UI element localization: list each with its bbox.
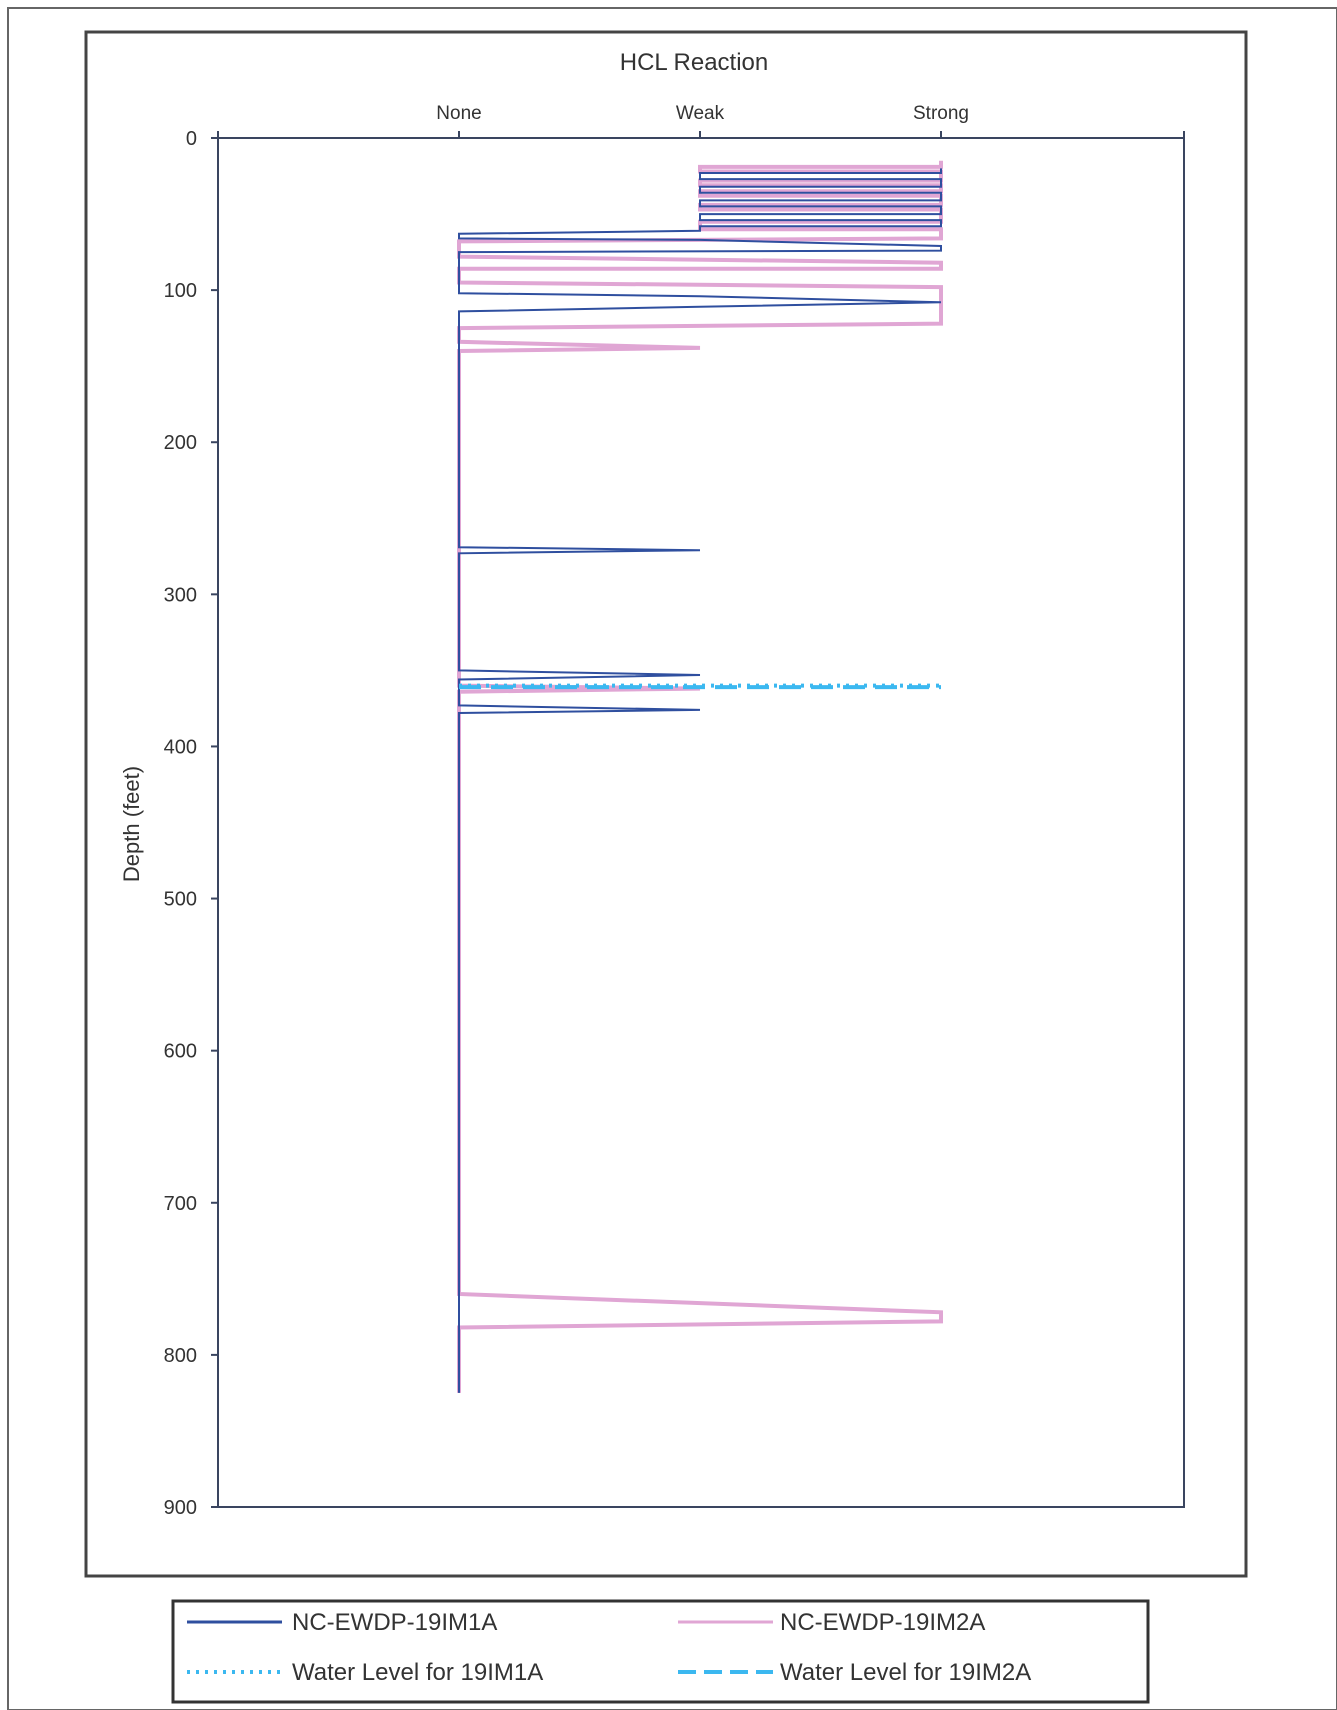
- y-axis-tick-label: 700: [164, 1193, 197, 1215]
- y-axis-tick-label: 600: [164, 1041, 197, 1063]
- y-axis-tick-label: 0: [186, 128, 197, 150]
- y-axis-tick-label: 500: [164, 889, 197, 911]
- legend-label: Water Level for 19IM1A: [292, 1659, 543, 1686]
- y-axis-tick-label: 300: [164, 584, 197, 606]
- y-axis-title: Depth (feet): [119, 766, 144, 882]
- series-line-nc-ewdp-19im1a: [458, 168, 942, 1393]
- y-axis-tick-label: 900: [164, 1497, 197, 1519]
- chart-frame: [84, 30, 1248, 1578]
- outer-border: [7, 7, 1337, 1710]
- y-axis-tick-label: 100: [164, 280, 197, 302]
- y-axis-tick-label: 800: [164, 1345, 197, 1367]
- legend-label: NC-EWDP-19IM1A: [292, 1609, 497, 1636]
- legend-box: [171, 1599, 1150, 1704]
- legend-label: Water Level for 19IM2A: [780, 1659, 1031, 1686]
- chart-title: HCL Reaction: [620, 49, 769, 76]
- legend-label: NC-EWDP-19IM2A: [780, 1609, 985, 1636]
- plot-layer: None Weak Strong 0 100 200 300 400 500 600 700 800 9…: [164, 103, 1185, 1519]
- x-axis-category-label: Weak: [676, 103, 725, 124]
- y-axis-tick-label: 400: [164, 736, 197, 758]
- x-axis-category-label: Strong: [913, 103, 969, 124]
- x-axis-category-label: None: [436, 103, 481, 124]
- y-axis-tick-label: 200: [164, 432, 197, 454]
- legend: NC-EWDP-19IM1A NC-EWDP-19IM2A Water Level …: [187, 1609, 1031, 1686]
